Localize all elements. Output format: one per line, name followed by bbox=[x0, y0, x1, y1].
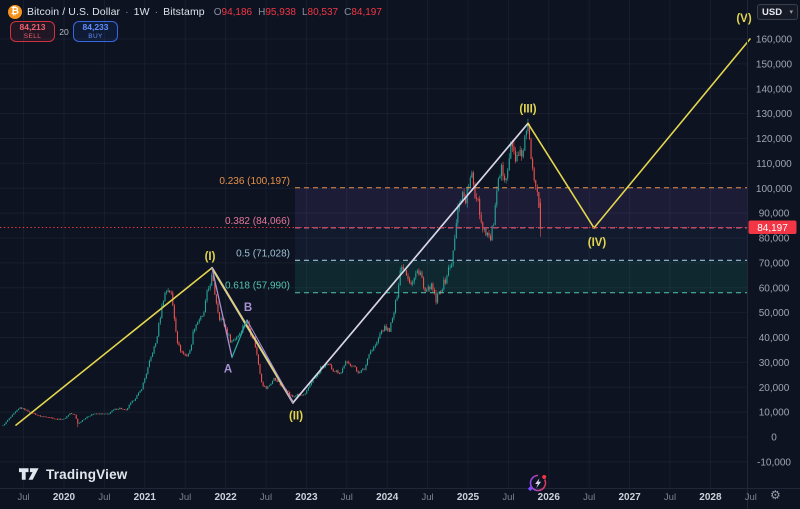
time-axis[interactable]: Jul 2020 Jul 2021 Jul 2022 Jul 2023 Jul 2024 Jul 20… bbox=[0, 488, 800, 504]
price-tick: 70,000 bbox=[759, 258, 790, 269]
currency-dropdown[interactable]: USD ▾ bbox=[757, 4, 798, 20]
time-tick: Jul bbox=[341, 492, 353, 503]
time-tick: Jul bbox=[18, 492, 30, 503]
high-label: H bbox=[258, 6, 266, 18]
chevron-down-icon: ▾ bbox=[789, 9, 793, 16]
legend-separator: · bbox=[154, 6, 159, 18]
price-tick: 60,000 bbox=[759, 283, 790, 294]
time-tick: 2026 bbox=[538, 492, 561, 503]
price-tick: 30,000 bbox=[759, 358, 790, 369]
price-tick: 130,000 bbox=[756, 109, 793, 120]
price-tick: -10,000 bbox=[757, 457, 791, 468]
price-tick: 0 bbox=[771, 433, 777, 444]
price-tick: 90,000 bbox=[759, 209, 790, 220]
wave-label[interactable]: (III) bbox=[519, 103, 536, 115]
elliott-wave-lines[interactable] bbox=[15, 38, 751, 426]
tradingview-mark-icon bbox=[18, 468, 39, 480]
time-tick: 2022 bbox=[214, 492, 237, 503]
time-tick: Jul bbox=[179, 492, 191, 503]
close-value: 84,197 bbox=[351, 6, 382, 18]
time-tick: 2025 bbox=[457, 492, 480, 503]
ohlc-values: O94,186 H95,938 L80,537 C84,197 bbox=[214, 7, 382, 18]
sell-label: SELL bbox=[23, 32, 42, 40]
price-tick: 120,000 bbox=[756, 134, 793, 145]
time-tick: Jul bbox=[664, 492, 676, 503]
time-tick: 2027 bbox=[618, 492, 641, 503]
price-tick: 140,000 bbox=[756, 84, 793, 95]
time-tick: Jul bbox=[583, 492, 595, 503]
sell-button[interactable]: 84,213 SELL bbox=[10, 21, 55, 42]
boost-lightning-icon[interactable] bbox=[527, 472, 549, 494]
open-value: 94,186 bbox=[221, 6, 253, 18]
low-value: 80,537 bbox=[307, 6, 339, 18]
price-tick: 10,000 bbox=[759, 408, 790, 419]
buy-price: 84,233 bbox=[82, 21, 109, 32]
current-price-line: 84,197 bbox=[0, 220, 797, 235]
close-label: C bbox=[344, 6, 352, 18]
wave-label[interactable]: (II) bbox=[289, 411, 303, 423]
currency-value: USD bbox=[762, 6, 783, 18]
open-label: O bbox=[213, 6, 222, 18]
spread-value: 20 bbox=[59, 26, 69, 37]
time-tick: Jul bbox=[98, 492, 110, 503]
time-tick: Jul bbox=[745, 492, 757, 503]
price-tick: 50,000 bbox=[759, 308, 790, 319]
price-tick: 110,000 bbox=[756, 159, 792, 170]
wave-label[interactable]: (V) bbox=[736, 13, 752, 25]
current-price-tag: 84,197 bbox=[757, 223, 788, 234]
symbol-title[interactable]: Bitcoin / U.S. Dollar bbox=[27, 6, 121, 18]
tradingview-logo[interactable]: TradingView bbox=[18, 466, 127, 482]
fib-level-label[interactable]: 0.5 (71,028) bbox=[236, 248, 290, 259]
wave-label[interactable]: B bbox=[244, 302, 252, 314]
fib-level-label[interactable]: 0.618 (57,990) bbox=[225, 281, 290, 292]
time-tick: Jul bbox=[260, 492, 272, 503]
fib-bands bbox=[295, 187, 747, 293]
sell-price: 84,213 bbox=[19, 21, 46, 32]
grid-lines bbox=[0, 0, 747, 488]
time-tick: Jul bbox=[422, 492, 434, 503]
legend-separator: · bbox=[125, 6, 129, 18]
gear-icon[interactable]: ⚙ bbox=[770, 488, 781, 502]
price-tick: 40,000 bbox=[759, 333, 790, 344]
low-label: L bbox=[301, 6, 308, 18]
price-tick: 160,000 bbox=[756, 35, 793, 46]
price-tick: 20,000 bbox=[759, 383, 790, 394]
wave-label[interactable]: (IV) bbox=[588, 237, 607, 249]
time-tick: 2020 bbox=[53, 492, 76, 503]
price-axis[interactable]: 160,000 150,000 140,000 130,000 120,000 110,0… bbox=[747, 0, 793, 509]
time-tick: 2023 bbox=[295, 492, 318, 503]
buy-label: BUY bbox=[88, 32, 103, 40]
high-value: 95,938 bbox=[265, 6, 296, 18]
time-tick: 2024 bbox=[376, 492, 399, 503]
exchange-label: Bitstamp bbox=[163, 6, 205, 18]
trade-widget: 84,213 SELL 20 84,233 BUY bbox=[10, 21, 118, 42]
price-tick: 80,000 bbox=[759, 234, 790, 245]
tradingview-logo-text: TradingView bbox=[46, 466, 128, 482]
interval-label[interactable]: 1W bbox=[133, 6, 150, 18]
bitcoin-icon: ₿ bbox=[8, 5, 22, 19]
fib-level-label[interactable]: 0.236 (100,197) bbox=[219, 176, 290, 187]
fib-level-label[interactable]: 0.382 (84,066) bbox=[225, 216, 290, 227]
symbol-legend: ₿ Bitcoin / U.S. Dollar · 1W · Bitstamp … bbox=[8, 5, 382, 19]
wave-label[interactable]: (I) bbox=[205, 251, 216, 263]
time-tick: 2028 bbox=[699, 492, 722, 503]
time-tick: 2021 bbox=[134, 492, 157, 503]
time-tick: Jul bbox=[502, 492, 514, 503]
buy-button[interactable]: 84,233 BUY bbox=[73, 21, 118, 42]
price-tick: 100,000 bbox=[756, 184, 793, 195]
wave-label[interactable]: A bbox=[224, 363, 232, 375]
price-tick: 150,000 bbox=[756, 59, 793, 70]
